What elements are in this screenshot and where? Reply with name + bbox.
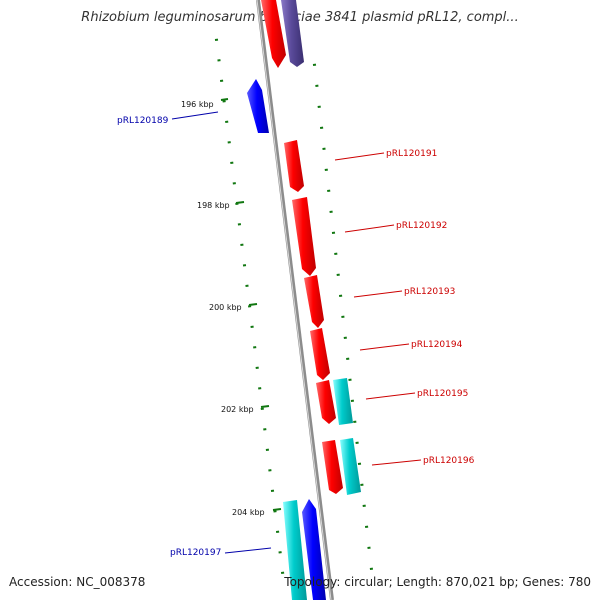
ruler-ticks-right: [312, 63, 374, 570]
ruler-label-196: 196 kbp: [181, 100, 214, 109]
gene-arrow-pRL120195-cyan[interactable]: [333, 378, 353, 425]
plasmid-backbone: [256, 0, 334, 600]
gene-arrow-red[interactable]: [261, 0, 286, 68]
ruler-labels: 196 kbp 198 kbp 200 kbp 202 kbp 204 kbp: [181, 100, 265, 517]
gene-arrow-purple[interactable]: [281, 0, 304, 67]
ruler-label-202: 202 kbp: [221, 405, 254, 414]
gene-label-pRL120196[interactable]: pRL120196: [423, 456, 475, 466]
gene-label-pRL120189[interactable]: pRL120189: [117, 116, 169, 126]
gene-label-pRL120191[interactable]: pRL120191: [386, 149, 437, 159]
accession-text: Accession: NC_008378: [9, 575, 146, 589]
gene-features: [247, 0, 361, 600]
gene-arrow-pRL120194[interactable]: [310, 328, 330, 380]
gene-label-pRL120194[interactable]: pRL120194: [411, 340, 463, 350]
gene-arrow-pRL120197[interactable]: [283, 500, 307, 600]
map-title: Rhizobium leguminosarum bv. viciae 3841 …: [81, 10, 519, 25]
gene-arrow-pRL120191[interactable]: [284, 140, 304, 192]
summary-text: Topology: circular; Length: 870,021 bp; …: [284, 575, 591, 589]
gene-label-pRL120192[interactable]: pRL120192: [396, 221, 447, 231]
ruler-major-ticks: [220, 98, 282, 511]
gene-arrow-blue-lower[interactable]: [302, 499, 326, 600]
gene-label-pRL120195[interactable]: pRL120195: [417, 389, 468, 399]
gene-arrow-pRL120189[interactable]: [247, 79, 269, 133]
gene-arrow-pRL120196-cyan[interactable]: [340, 438, 361, 495]
gene-arrow-pRL120192[interactable]: [292, 197, 316, 276]
gene-label-pRL120197[interactable]: pRL120197: [170, 548, 221, 558]
ruler-label-204: 204 kbp: [232, 508, 265, 517]
plasmid-backbone-highlight: [256, 0, 332, 600]
gene-arrow-pRL120195[interactable]: [316, 380, 336, 424]
ruler-label-198: 198 kbp: [197, 201, 230, 210]
gene-label-pRL120193[interactable]: pRL120193: [404, 287, 455, 297]
gene-arrow-pRL120193[interactable]: [304, 275, 324, 328]
ruler-label-200: 200 kbp: [209, 303, 242, 312]
gene-arrow-pRL120196[interactable]: [322, 440, 343, 494]
gene-label-callouts: pRL120189 pRL120191 pRL120192 pRL120193 …: [117, 111, 475, 558]
